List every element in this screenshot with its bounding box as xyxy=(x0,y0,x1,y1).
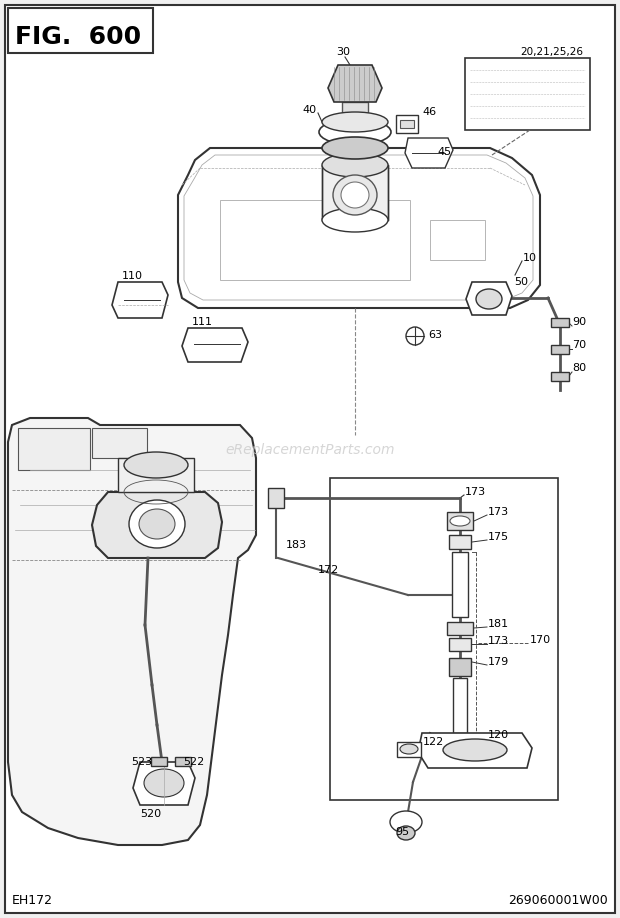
Polygon shape xyxy=(178,148,540,308)
Bar xyxy=(449,535,471,549)
Bar xyxy=(92,428,147,458)
Polygon shape xyxy=(405,138,453,168)
Text: 181: 181 xyxy=(488,619,509,629)
Ellipse shape xyxy=(144,769,184,797)
Polygon shape xyxy=(8,418,256,845)
Bar xyxy=(8,8,153,53)
Bar xyxy=(118,458,194,492)
Polygon shape xyxy=(92,492,222,558)
Text: 95: 95 xyxy=(395,827,409,837)
Ellipse shape xyxy=(390,811,422,833)
Bar xyxy=(151,757,167,766)
Text: 110: 110 xyxy=(122,271,143,281)
Ellipse shape xyxy=(333,175,377,215)
Text: EH172: EH172 xyxy=(12,893,53,906)
Ellipse shape xyxy=(450,516,470,526)
Text: 175: 175 xyxy=(488,532,509,542)
Text: eReplacementParts.com: eReplacementParts.com xyxy=(225,443,395,457)
Text: 173: 173 xyxy=(465,487,486,497)
Bar xyxy=(268,488,284,508)
Bar xyxy=(322,165,388,220)
Text: 80: 80 xyxy=(572,363,586,373)
Text: 170: 170 xyxy=(530,635,551,645)
Polygon shape xyxy=(112,282,168,318)
Polygon shape xyxy=(418,733,532,768)
Bar xyxy=(400,120,414,128)
Polygon shape xyxy=(328,65,382,102)
Text: 40: 40 xyxy=(302,105,316,115)
Ellipse shape xyxy=(400,744,418,754)
Text: 20,21,25,26: 20,21,25,26 xyxy=(520,47,583,57)
Text: 122: 122 xyxy=(423,737,445,747)
Ellipse shape xyxy=(443,739,507,761)
Text: 30: 30 xyxy=(336,47,350,57)
Text: FIG.  600: FIG. 600 xyxy=(15,25,141,49)
Bar xyxy=(453,678,467,733)
Text: 45: 45 xyxy=(437,147,451,157)
Text: 522: 522 xyxy=(183,757,204,767)
Ellipse shape xyxy=(397,826,415,840)
Ellipse shape xyxy=(319,119,391,145)
Text: 46: 46 xyxy=(422,107,436,117)
Bar xyxy=(396,115,418,133)
Polygon shape xyxy=(182,328,248,362)
Polygon shape xyxy=(133,762,195,805)
Bar xyxy=(551,318,569,327)
Ellipse shape xyxy=(124,452,188,478)
Text: 520: 520 xyxy=(141,809,162,819)
Text: 120: 120 xyxy=(488,730,509,740)
Ellipse shape xyxy=(129,500,185,548)
Bar xyxy=(452,552,468,617)
Ellipse shape xyxy=(322,208,388,232)
Text: 179: 179 xyxy=(488,657,509,667)
Text: 90: 90 xyxy=(572,317,586,327)
Ellipse shape xyxy=(341,182,369,208)
Bar xyxy=(449,638,471,651)
Ellipse shape xyxy=(322,137,388,159)
Bar xyxy=(342,102,368,148)
Bar xyxy=(551,345,569,354)
Text: 50: 50 xyxy=(514,277,528,287)
Text: 172: 172 xyxy=(318,565,339,575)
Bar xyxy=(175,757,191,766)
Ellipse shape xyxy=(322,153,388,177)
Polygon shape xyxy=(466,282,512,315)
Ellipse shape xyxy=(476,289,502,309)
Bar xyxy=(449,658,471,676)
Text: 173: 173 xyxy=(488,636,509,646)
Polygon shape xyxy=(465,58,590,130)
Ellipse shape xyxy=(406,327,424,345)
Bar xyxy=(447,622,473,635)
Bar xyxy=(330,478,558,800)
Bar xyxy=(397,742,421,757)
Bar xyxy=(220,200,410,280)
Bar xyxy=(551,372,569,381)
Text: 183: 183 xyxy=(286,540,307,550)
Text: 70: 70 xyxy=(572,340,586,350)
Text: 173: 173 xyxy=(488,507,509,517)
Text: 10: 10 xyxy=(523,253,537,263)
Ellipse shape xyxy=(139,509,175,539)
Ellipse shape xyxy=(322,112,388,132)
Bar xyxy=(430,220,485,260)
Text: 111: 111 xyxy=(192,317,213,327)
Text: 523: 523 xyxy=(131,757,152,767)
Bar xyxy=(447,512,473,530)
Bar xyxy=(18,428,90,470)
Text: 63: 63 xyxy=(428,330,442,340)
Text: 269060001W00: 269060001W00 xyxy=(508,893,608,906)
